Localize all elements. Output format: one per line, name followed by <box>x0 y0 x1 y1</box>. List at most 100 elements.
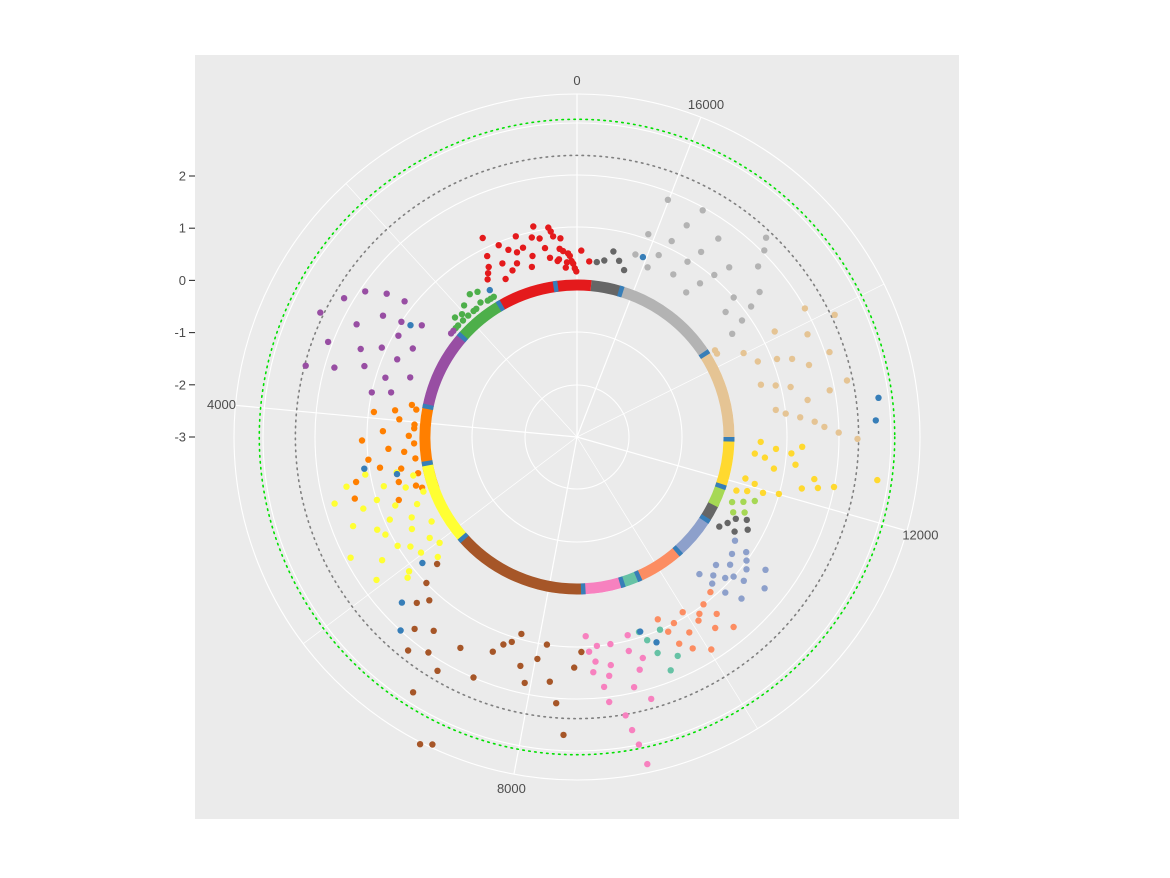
data-point <box>378 344 385 351</box>
data-point <box>536 235 543 242</box>
data-point <box>484 297 491 304</box>
data-point <box>470 674 477 681</box>
data-point <box>788 355 796 363</box>
grid <box>233 93 921 781</box>
data-point <box>804 331 811 338</box>
data-point <box>713 610 720 618</box>
data-point <box>644 760 651 768</box>
data-point <box>592 658 599 665</box>
grid-spoke <box>576 436 908 532</box>
grid-spoke <box>576 283 885 438</box>
data-point <box>564 250 572 257</box>
ring-boundary-mark <box>456 331 469 343</box>
data-point <box>331 500 338 507</box>
ring-segment <box>498 281 557 311</box>
data-point <box>379 428 387 435</box>
data-point <box>529 252 536 260</box>
data-point <box>738 317 746 324</box>
data-point <box>378 557 386 564</box>
data-point <box>792 461 799 468</box>
data-point <box>607 640 614 648</box>
ring-boundary-mark <box>698 349 711 359</box>
data-point <box>395 478 402 486</box>
data-point <box>517 662 524 670</box>
data-point <box>368 389 375 396</box>
data-point <box>425 649 432 656</box>
data-point <box>762 566 769 573</box>
data-point <box>417 549 425 556</box>
data-point <box>413 599 420 607</box>
data-point <box>358 437 366 444</box>
data-point <box>726 264 733 271</box>
data-point <box>353 321 360 328</box>
data-point <box>530 223 537 230</box>
data-point <box>407 374 414 381</box>
data-point <box>676 640 683 647</box>
data-point <box>489 648 496 655</box>
data-point <box>744 526 751 533</box>
data-point <box>771 328 778 335</box>
data-point <box>715 235 722 242</box>
data-point <box>622 712 629 719</box>
data-point <box>495 242 502 249</box>
data-point <box>376 464 384 471</box>
data-point <box>843 377 851 384</box>
data-point <box>689 645 696 652</box>
data-point <box>710 572 717 579</box>
data-point <box>586 258 593 265</box>
data-point <box>505 246 512 253</box>
ring-segment <box>619 286 710 358</box>
data-point <box>556 245 563 252</box>
data-point <box>644 264 651 271</box>
data-point <box>562 264 569 271</box>
data-point <box>401 448 408 455</box>
data-point <box>724 519 731 527</box>
data-point <box>373 576 380 584</box>
data-point <box>578 648 585 656</box>
data-point <box>730 573 737 580</box>
data-point <box>648 695 655 703</box>
data-point <box>428 518 435 525</box>
data-point <box>404 574 411 581</box>
ring-boundary-mark <box>699 514 711 524</box>
data-point <box>743 557 750 564</box>
data-point <box>670 271 677 278</box>
data-point <box>560 731 567 739</box>
radial-tick-label: -3 <box>174 430 186 445</box>
data-point <box>708 646 715 653</box>
data-point <box>447 330 455 337</box>
data-point <box>772 445 780 453</box>
data-point <box>645 231 652 238</box>
data-point <box>418 322 425 329</box>
data-point <box>590 669 597 676</box>
data-point <box>683 289 690 296</box>
data-point <box>433 560 441 568</box>
data-point <box>747 303 755 310</box>
data-point <box>741 509 748 516</box>
data-point <box>465 312 472 319</box>
data-point <box>656 626 664 633</box>
data-point <box>398 318 405 325</box>
data-point <box>731 528 738 535</box>
highlight-point <box>639 253 647 261</box>
data-point <box>593 258 600 266</box>
data-point <box>754 263 762 270</box>
data-point <box>459 317 467 324</box>
data-point <box>413 406 420 413</box>
data-point <box>349 522 357 530</box>
data-point <box>711 271 718 279</box>
data-point <box>508 638 515 646</box>
data-point <box>382 374 389 381</box>
data-point <box>398 465 405 472</box>
theta-tick-label: 8000 <box>497 781 526 796</box>
data-point <box>402 484 409 491</box>
data-point <box>457 644 464 652</box>
data-point <box>732 515 739 522</box>
grid-spoke <box>576 116 702 438</box>
data-point <box>814 484 822 492</box>
data-point <box>684 258 691 265</box>
data-point <box>357 345 364 353</box>
data-point <box>729 330 736 337</box>
data-point <box>740 577 747 584</box>
data-point <box>386 516 393 523</box>
